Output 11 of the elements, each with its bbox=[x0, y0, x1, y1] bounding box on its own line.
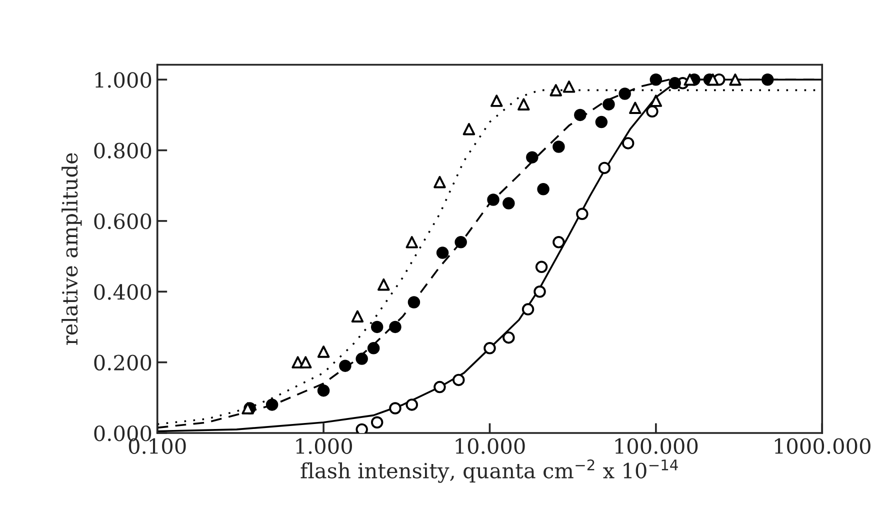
x-tick-label: 1000.000 bbox=[774, 438, 870, 454]
y-tick-label: 0.800 bbox=[94, 142, 152, 158]
y-tick-label: 0.200 bbox=[94, 354, 152, 371]
y-tick-label: 0.600 bbox=[94, 213, 152, 230]
y-axis-title: relative amplitude bbox=[62, 153, 82, 345]
x-tick-label: 1.000 bbox=[296, 438, 352, 454]
x-axis-title: flash intensity, quanta cm$^{−2}$ x 10$^{−14}$ bbox=[300, 459, 678, 483]
x-tick-label: 100.000 bbox=[615, 438, 698, 454]
y-tick-label: 1.000 bbox=[95, 72, 152, 88]
y-tick-label: 0.400 bbox=[94, 284, 152, 300]
x-tick-label: 10.000 bbox=[456, 438, 525, 454]
